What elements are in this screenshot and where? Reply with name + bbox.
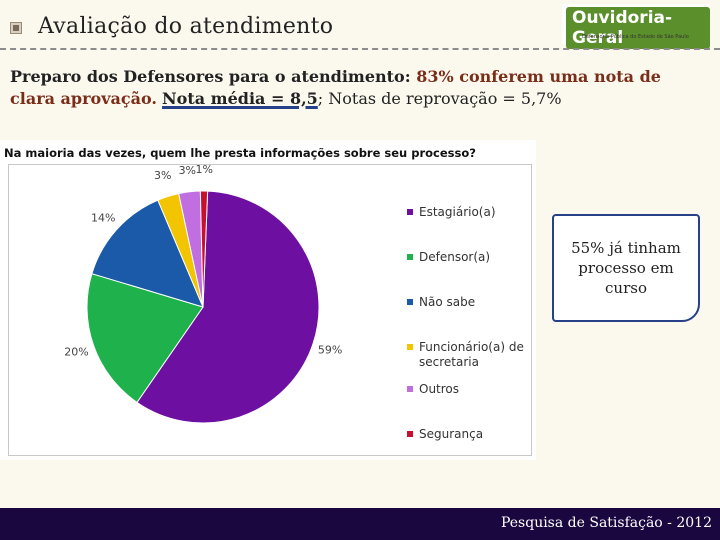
headline-lead: Preparo dos Defensores para o atendiment… bbox=[10, 67, 417, 86]
legend-swatch-4 bbox=[407, 344, 413, 350]
callout-text: 55% já tinham processo em curso bbox=[571, 239, 681, 297]
legend-label-2: Defensor(a) bbox=[419, 250, 491, 264]
legend-label-3: Não sabe bbox=[419, 295, 476, 309]
legend-swatch-1 bbox=[407, 209, 413, 215]
logo-sub-text: Defensoria Pública do Estado de São Paul… bbox=[582, 34, 689, 40]
callout-box: 55% já tinham processo em curso bbox=[552, 214, 700, 322]
legend-label-5: Outros bbox=[419, 382, 460, 396]
legend-swatch-5 bbox=[407, 386, 413, 392]
page-title: Avaliação do atendimento bbox=[38, 14, 334, 39]
legend-label-4: Funcionário(a) de secretaria bbox=[419, 340, 524, 369]
logo-main-text: Ouvidoria-Geral bbox=[566, 7, 710, 49]
title-divider bbox=[0, 48, 720, 50]
legend-swatch-6 bbox=[407, 431, 413, 437]
chart-panel: Na maioria das vezes, quem lhe presta in… bbox=[0, 140, 536, 460]
pie-chart: 59%20%14%3% 3% 1% bbox=[64, 165, 342, 424]
pie-label-3: 14% bbox=[91, 212, 115, 225]
pie-label-4: 3% bbox=[154, 169, 171, 182]
legend-item-5: Outros bbox=[407, 382, 535, 397]
headline-approval: 83% conferem uma nota de clara aprovação… bbox=[10, 67, 661, 108]
footer-text: Pesquisa de Satisfação - 2012 bbox=[500, 515, 712, 531]
pie-label-1: 59% bbox=[318, 344, 342, 357]
pie-label-5: 3% bbox=[179, 165, 196, 177]
legend-item-6: Segurança bbox=[407, 427, 535, 442]
legend-swatch-2 bbox=[407, 254, 413, 260]
title-bullet-icon bbox=[10, 22, 22, 34]
ouvidoria-logo: Ouvidoria-Geral Defensoria Pública do Es… bbox=[562, 4, 710, 49]
pie-slice-6 bbox=[199, 190, 209, 308]
pie-slice-1 bbox=[136, 190, 320, 424]
legend-item-4: Funcionário(a) de secretaria bbox=[407, 340, 535, 370]
pie-label-2: 20% bbox=[64, 345, 88, 358]
chart-frame: 59% 20% 14% 3% 3% 1% Estagiário(a) Defensor(a)… bbox=[8, 164, 532, 456]
pie-slice-3 bbox=[91, 199, 204, 308]
pie-slice-2 bbox=[86, 273, 204, 404]
headline-average: Nota média = 8,5 bbox=[162, 89, 318, 108]
legend-swatch-3 bbox=[407, 299, 413, 305]
headline-reprovals: ; Notas de reprovação = 5,7% bbox=[317, 89, 562, 108]
legend-item-2: Defensor(a) bbox=[407, 250, 535, 265]
footer-bar: Pesquisa de Satisfação - 2012 bbox=[0, 508, 720, 540]
legend-item-1: Estagiário(a) bbox=[407, 205, 535, 220]
pie-label-6: 1% bbox=[195, 165, 212, 176]
legend-item-3: Não sabe bbox=[407, 295, 535, 310]
headline-text: Preparo dos Defensores para o atendiment… bbox=[10, 66, 710, 110]
chart-legend: Estagiário(a) Defensor(a) Não sabe Funcioná… bbox=[407, 205, 535, 472]
legend-label-6: Segurança bbox=[419, 427, 484, 441]
chart-title: Na maioria das vezes, quem lhe presta in… bbox=[4, 146, 476, 160]
legend-label-1: Estagiário(a) bbox=[419, 205, 496, 219]
